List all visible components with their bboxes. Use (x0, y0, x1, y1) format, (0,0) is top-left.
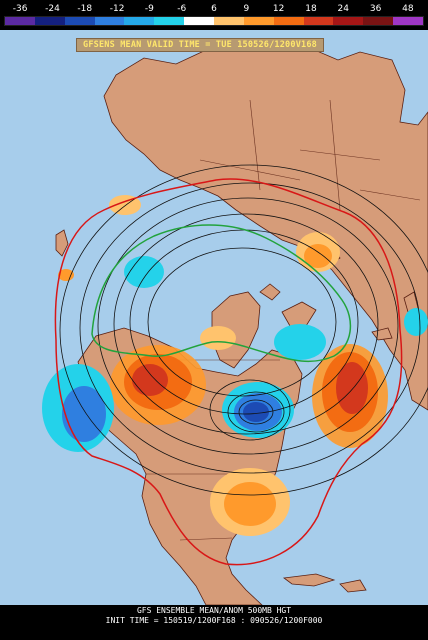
colorbar-label: -36 (12, 4, 28, 14)
cuba-island (282, 573, 336, 587)
colorbar-swatch (273, 17, 304, 25)
colorbar-swatch (5, 17, 35, 25)
colorbar-label: 48 (402, 4, 414, 14)
anomaly-colorbar: -36 -24 -18 -12 -9 -6 6 9 12 18 24 36 48 (4, 4, 424, 26)
map-panel (0, 30, 428, 605)
height-contour (97, 197, 399, 455)
northern-hemisphere-map (0, 30, 428, 605)
colorbar-swatch (243, 17, 274, 25)
colorbar-swatch (154, 17, 185, 25)
positive-anomaly (336, 362, 368, 414)
colorbar-swatch (363, 17, 394, 25)
footer-line-2: INIT TIME = 150519/1200F168 : 090526/120… (105, 616, 323, 625)
green-contour (91, 224, 352, 363)
height-contour (79, 182, 421, 474)
japan-islands (55, 229, 69, 257)
height-contour (209, 379, 291, 441)
colorbar-labels: -36 -24 -18 -12 -9 -6 6 9 12 18 24 36 48 (4, 4, 424, 15)
height-contour (238, 399, 274, 425)
valid-time-banner: GFSENS MEAN VALID TIME = TUE 150526/1200… (76, 38, 324, 52)
colorbar-swatch (94, 17, 125, 25)
height-contour (227, 391, 285, 433)
colorbar-label: -24 (45, 4, 60, 14)
footer: GFS ENSEMBLE MEAN/ANOM 500MB HGT INIT TI… (0, 606, 428, 640)
colorbar-swatch (214, 17, 244, 25)
colorbar-label: 24 (337, 4, 349, 14)
colorbar-swatch (333, 17, 364, 25)
colorbar-label: -9 (144, 4, 154, 14)
positive-anomalies (58, 195, 388, 536)
height-contour (59, 164, 428, 496)
footer-line-1: GFS ENSEMBLE MEAN/ANOM 500MB HGT (136, 606, 292, 615)
arctic-island (259, 283, 281, 301)
negative-anomaly (274, 324, 326, 360)
red-contour (54, 178, 403, 566)
colorbar-swatch (184, 17, 215, 25)
height-contour (113, 213, 379, 435)
colorbar-swatch (303, 17, 334, 25)
colorbar-label: 6 (211, 4, 217, 14)
arctic-island (281, 301, 317, 327)
colorbar-label: -6 (177, 4, 187, 14)
colorbar-swatch (64, 17, 95, 25)
positive-anomaly (304, 244, 332, 268)
colorbar-swatch (393, 17, 424, 25)
colorbar-swatches (4, 16, 424, 26)
positive-anomaly (132, 364, 168, 396)
colorbar-label: 9 (243, 4, 250, 14)
hispaniola-island (339, 579, 367, 593)
negative-anomaly (404, 308, 428, 336)
positive-anomaly (224, 482, 276, 526)
colorbar-label: -12 (109, 4, 125, 14)
height-contour (147, 247, 337, 397)
negative-anomaly (62, 386, 106, 442)
positive-anomaly (200, 326, 236, 350)
colorbar-label: 12 (272, 4, 285, 14)
negative-anomaly (243, 402, 269, 422)
colorbar-label: 36 (369, 4, 382, 14)
colorbar-swatch (34, 17, 65, 25)
colorbar-label: -18 (77, 4, 93, 14)
colorbar-label: 18 (305, 4, 317, 14)
negative-anomaly (124, 256, 164, 288)
colorbar-swatch (124, 17, 155, 25)
